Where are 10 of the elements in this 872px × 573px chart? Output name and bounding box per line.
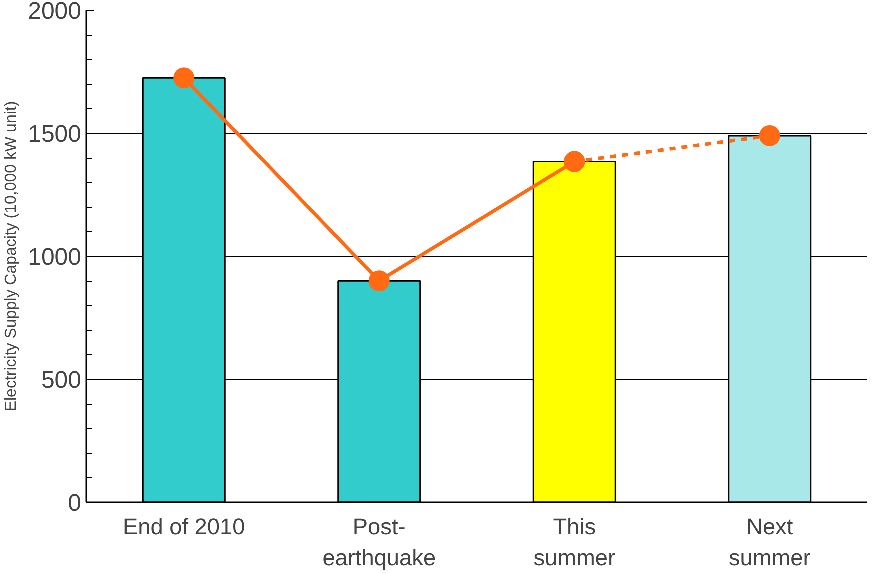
y-axis-title: Electricity Supply Capacity (10,000 kW unit) <box>3 101 20 412</box>
x-tick-label: Next summer <box>728 514 812 571</box>
y-tick-label: 1500 <box>28 121 82 148</box>
y-tick-label: 2000 <box>28 0 82 25</box>
x-tick-label: End of 2010 <box>123 514 246 540</box>
x-tick-label: Post- earthquake <box>322 514 436 571</box>
x-tick-label: This summer <box>534 514 616 571</box>
y-tick-label: 0 <box>68 490 82 517</box>
y-tick-label: 500 <box>41 367 82 394</box>
y-tick-label: 1000 <box>28 244 82 271</box>
